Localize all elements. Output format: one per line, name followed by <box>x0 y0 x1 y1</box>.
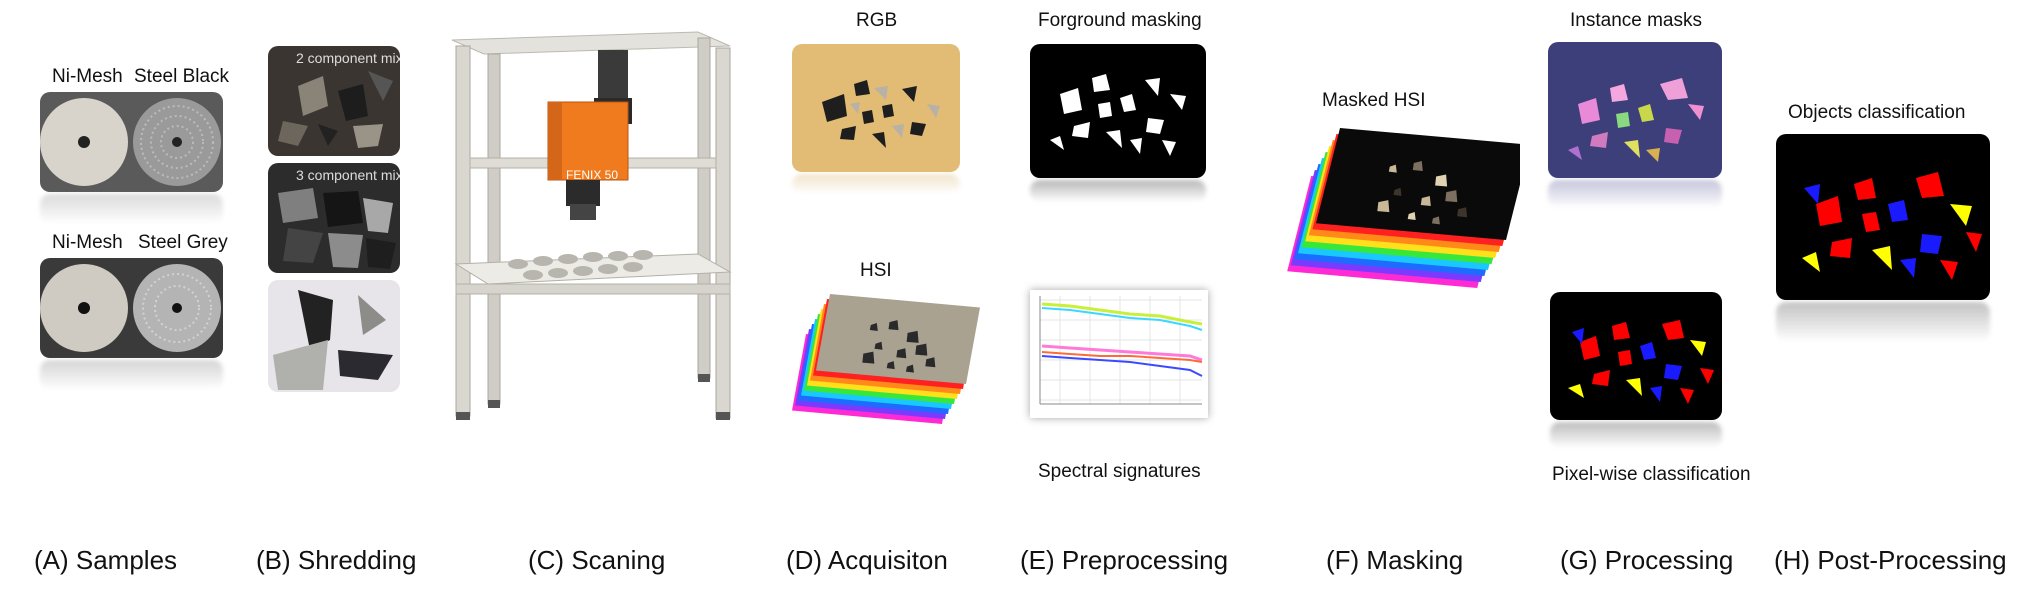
sample-label-steel-black: Steel Black <box>134 66 230 87</box>
objects-classification-label: Objects classification <box>1788 102 1966 123</box>
samples-section: Ni-Mesh Steel Black Ni-Mesh Steel Grey <box>30 60 230 400</box>
stage-label-masking: (F) Masking <box>1326 545 1464 575</box>
sample-fragment <box>905 364 914 373</box>
scanner-frame-illustration <box>451 31 732 420</box>
shred-mix2-label: 2 component mix <box>296 50 400 66</box>
spectral-signatures-plot <box>1030 290 1208 418</box>
sample-fragment <box>906 330 919 343</box>
sample-fragment <box>862 351 875 364</box>
pixel-classification-image <box>1550 292 1722 420</box>
sample-fragment <box>1377 200 1390 213</box>
sample-fragment <box>1407 211 1416 220</box>
sample-photo-top <box>40 92 223 192</box>
masked-hsi-cube <box>1250 124 1520 310</box>
stage-label-scanning: (C) Scaning <box>528 545 666 575</box>
sample-fragment <box>896 348 907 359</box>
shredding-section: 2 component mix 3 component mix <box>268 46 404 396</box>
sample-fragment <box>1431 216 1440 225</box>
masked-hsi-label: Masked HSI <box>1322 90 1426 111</box>
rgb-image <box>792 44 960 172</box>
stage-label-shredding: (B) Shredding <box>256 545 417 575</box>
spectral-top-layer <box>816 294 980 384</box>
sample-fragment <box>1445 190 1458 203</box>
sample-label-ni-mesh-top: Ni-Mesh <box>52 66 123 87</box>
processing-section: Instance masks <box>1540 6 1770 496</box>
shred-3-component-photo: 3 component mix <box>268 163 400 273</box>
sample-fragment <box>915 343 928 356</box>
sample-fragment <box>1420 196 1431 206</box>
sample-fragment <box>869 323 878 332</box>
shred-large-pieces-photo <box>268 280 400 392</box>
sample-fragment <box>1393 187 1402 196</box>
rgb-label: RGB <box>856 10 898 31</box>
hsi-label: HSI <box>860 260 892 281</box>
stage-label-postprocessing: (H) Post-Processing <box>1774 545 2007 575</box>
scanner-section: FENIX 50 <box>448 28 738 428</box>
sample-label-steel-grey: Steel Grey <box>138 232 228 253</box>
shred-2-component-photo: 2 component mix <box>268 46 400 156</box>
camera-label: FENIX 50 <box>566 168 619 182</box>
sample-fragment <box>925 357 936 368</box>
sample-label-ni-mesh-bottom: Ni-Mesh <box>52 232 123 253</box>
spectral-top-layer <box>1316 128 1520 240</box>
preprocessing-section: Forground masking <box>1018 6 1238 482</box>
postprocessing-section: Objects classification <box>1768 100 1998 360</box>
pixel-classification-label: Pixel-wise classification <box>1552 464 1751 485</box>
spectral-signatures-label: Spectral signatures <box>1038 461 1201 482</box>
sample-fragment <box>888 320 899 331</box>
objects-classification-image <box>1776 134 1990 300</box>
masking-section: Masked HSI <box>1250 90 1520 310</box>
instance-masks-label: Instance masks <box>1570 10 1702 31</box>
stage-label-acquisition: (D) Acquisiton <box>786 545 948 575</box>
sample-fragment <box>1388 164 1397 173</box>
sample-fragment <box>1412 161 1423 172</box>
hsi-cube <box>780 290 980 430</box>
acquisition-section: RGB HSI <box>780 10 980 430</box>
sample-fragment <box>1435 174 1448 187</box>
instance-masks-image <box>1548 42 1722 178</box>
foreground-masking-label: Forground masking <box>1038 10 1202 31</box>
sample-fragment <box>874 341 883 350</box>
stage-label-processing: (G) Processing <box>1560 545 1734 575</box>
sample-fragment <box>1457 207 1468 218</box>
foreground-mask-image <box>1030 44 1206 178</box>
stage-label-samples: (A) Samples <box>34 545 178 575</box>
stage-label-preprocessing: (E) Preprocessing <box>1020 545 1229 575</box>
shred-mix3-label: 3 component mix <box>296 167 400 183</box>
sample-fragment <box>886 361 895 370</box>
sample-photo-bottom <box>40 258 223 358</box>
